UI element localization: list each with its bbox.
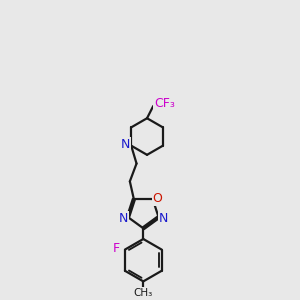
Text: F: F (113, 242, 120, 255)
Text: O: O (153, 192, 163, 205)
Text: CF₃: CF₃ (154, 97, 175, 110)
Text: N: N (118, 212, 128, 225)
Text: CH₃: CH₃ (134, 288, 153, 298)
Text: N: N (159, 212, 168, 225)
Text: N: N (120, 138, 130, 151)
